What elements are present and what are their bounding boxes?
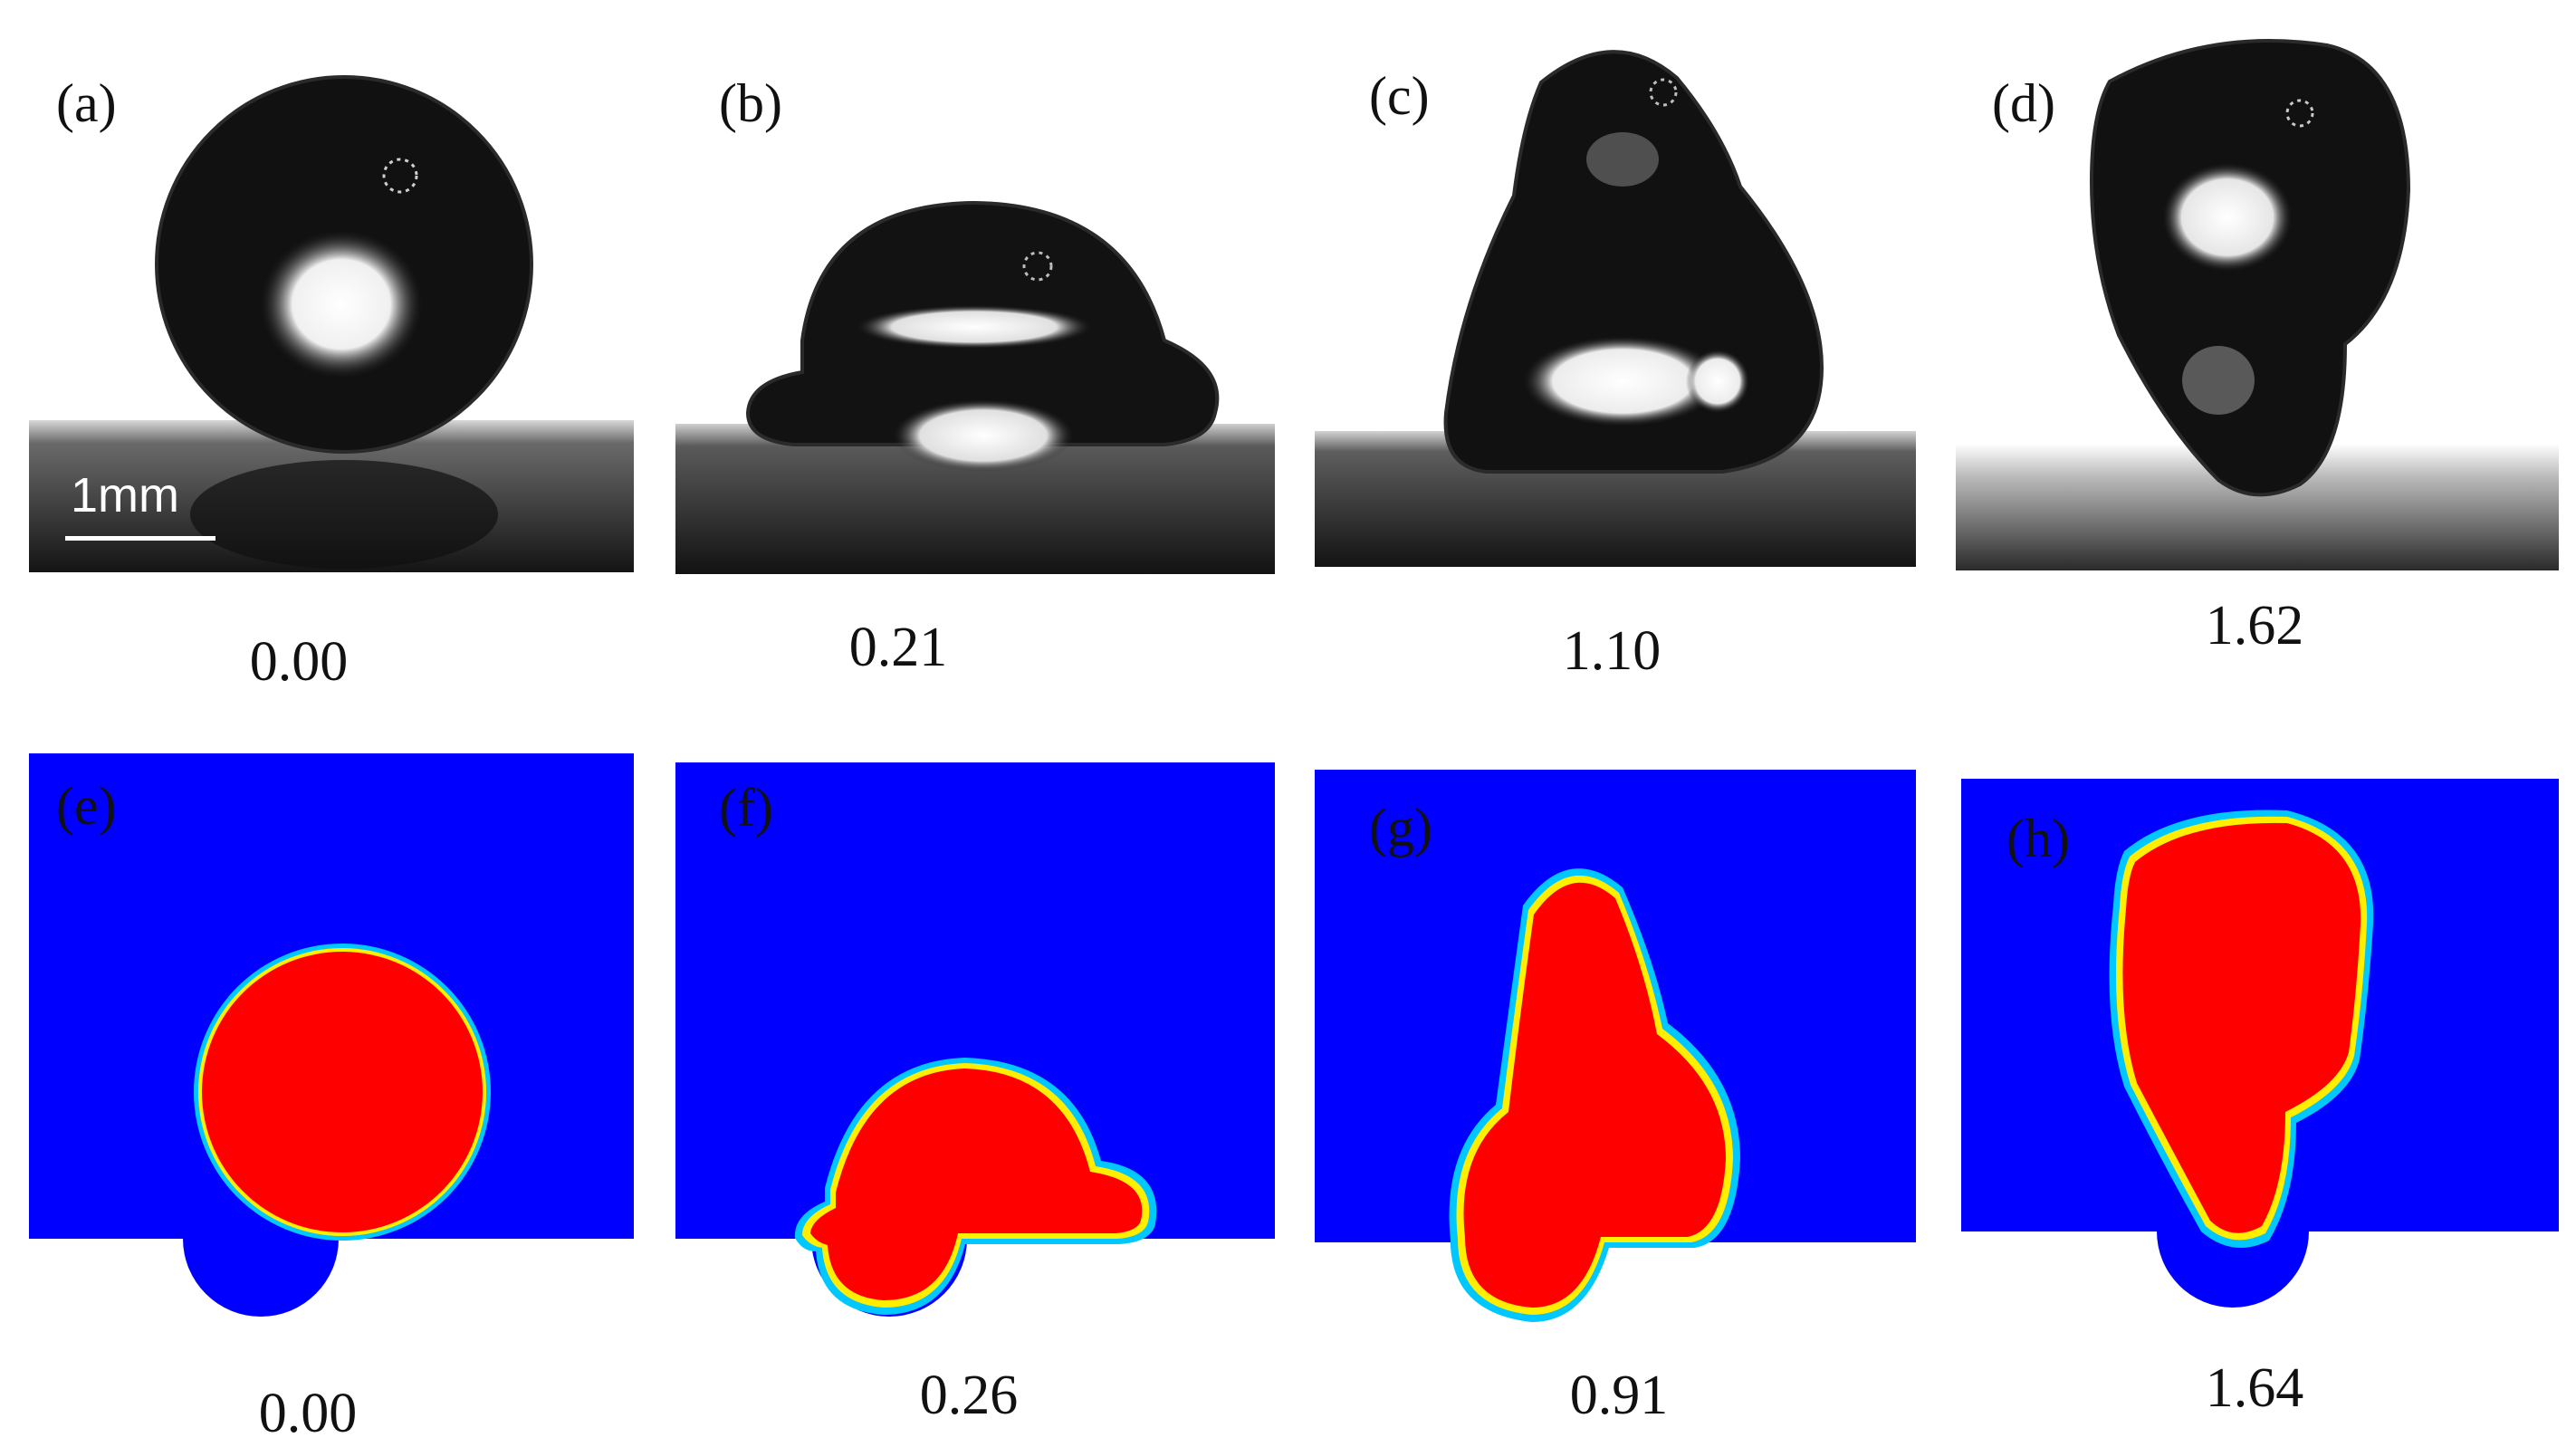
scale-bar	[65, 536, 215, 541]
time-label-f: 0.26	[919, 1365, 1019, 1426]
photo-c-image	[1315, 33, 1916, 567]
time-label-c: 1.10	[1562, 620, 1661, 682]
panel-label-f: (f)	[719, 778, 773, 838]
time-label-d: 1.62	[2205, 595, 2304, 656]
photo-d-image	[1956, 27, 2559, 570]
panel-label-c: (c)	[1369, 66, 1430, 126]
pore-h	[2157, 1231, 2309, 1308]
photo-a-image	[29, 33, 634, 572]
photo-panel-a	[29, 33, 634, 572]
time-label-a: 0.00	[249, 631, 349, 693]
sim-h-image	[1961, 779, 2559, 1308]
droplet-f	[794, 1058, 1157, 1315]
photo-panel-c	[1315, 33, 1916, 567]
droplet-e	[202, 952, 483, 1232]
time-label-g: 0.91	[1569, 1365, 1669, 1426]
panel-label-a: (a)	[56, 73, 117, 133]
time-label-b: 0.21	[848, 617, 948, 678]
sim-f-image	[675, 762, 1275, 1317]
photo-b-image	[675, 33, 1275, 574]
panel-label-e: (e)	[56, 776, 117, 836]
droplet-h	[2109, 810, 2374, 1248]
sim-panel-e	[29, 753, 634, 1324]
sim-panel-g	[1315, 770, 1916, 1324]
photo-panel-b	[675, 33, 1275, 574]
panel-label-g: (g)	[1369, 798, 1432, 858]
sim-panel-h	[1961, 779, 2559, 1324]
panel-label-d: (d)	[1992, 73, 2055, 133]
scale-bar-label: 1mm	[71, 468, 179, 522]
photo-panel-d	[1956, 27, 2559, 570]
panel-label-b: (b)	[719, 73, 782, 133]
time-label-h: 1.64	[2205, 1357, 2304, 1419]
sim-g-image	[1315, 770, 1916, 1322]
sim-panel-f	[675, 762, 1275, 1324]
time-label-e: 0.00	[258, 1383, 358, 1444]
sim-e-image	[29, 753, 634, 1317]
pore-e	[183, 1239, 339, 1317]
panel-label-h: (h)	[2006, 809, 2070, 868]
droplet-g	[1449, 868, 1740, 1322]
